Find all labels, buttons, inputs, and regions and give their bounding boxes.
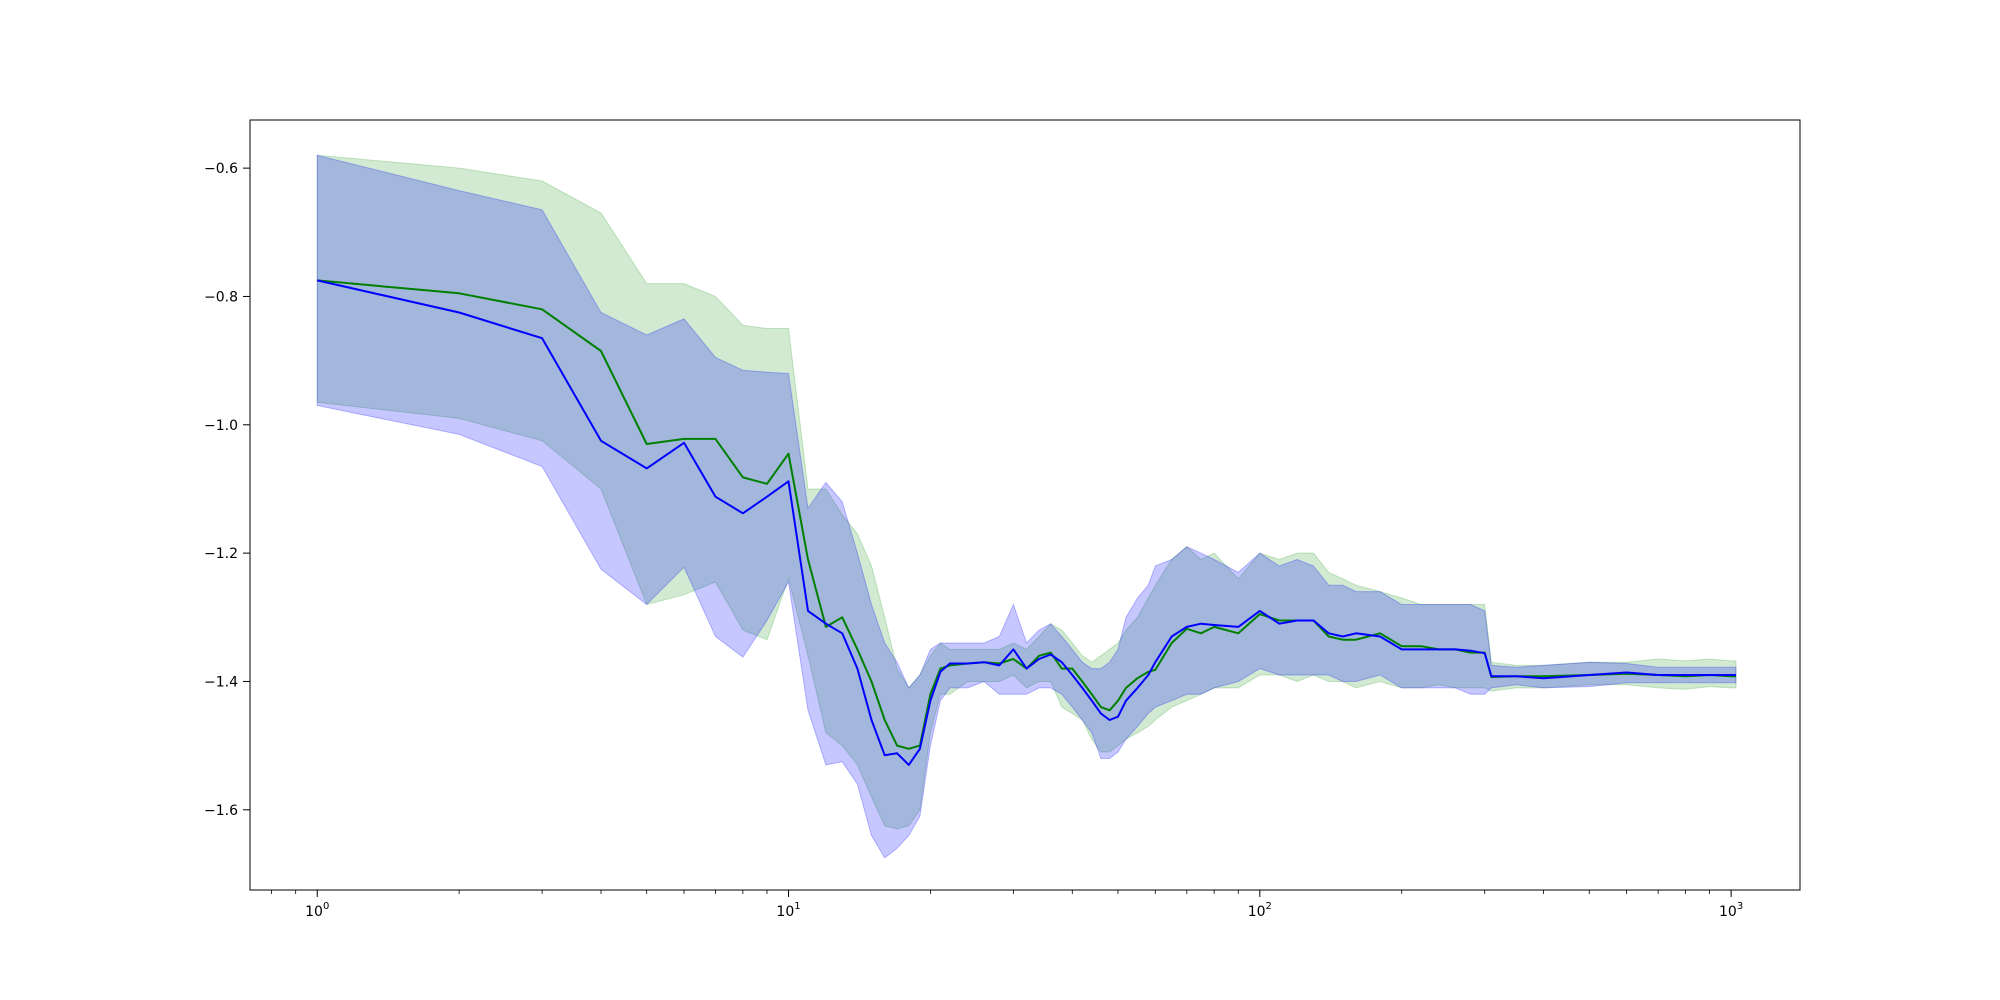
x-tick-label: 101 [776, 901, 800, 920]
series-2-band [316, 154, 1737, 859]
y-tick-label: −0.6 [204, 161, 238, 177]
y-tick-label: −1.4 [204, 674, 238, 690]
x-tick-label: 102 [1248, 901, 1272, 920]
series-layer [316, 154, 1737, 859]
series-1-band [316, 154, 1737, 830]
y-axis: −0.6 −0.8 −1.0 −1.2 −1.4 −1.6 [204, 161, 250, 819]
series-2-line [316, 279, 1736, 766]
y-tick-label: −1.2 [204, 546, 238, 562]
y-tick-label: −0.8 [204, 289, 238, 305]
y-tick-label: −1.6 [204, 803, 238, 819]
x-tick-label: 100 [305, 901, 329, 920]
x-axis: 100 101 102 103 [271, 890, 1743, 920]
series-1-line [317, 279, 1736, 750]
plot-frame [249, 119, 1801, 891]
x-tick-label: 103 [1719, 901, 1743, 920]
y-tick-label: −1.0 [204, 418, 238, 434]
